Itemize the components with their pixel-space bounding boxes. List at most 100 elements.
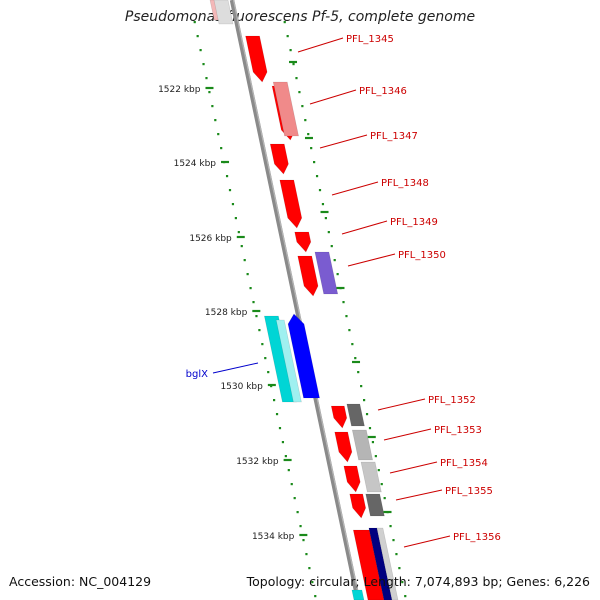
accession-text: Accession: NC_004129 <box>9 574 152 589</box>
guide-dot <box>196 35 199 38</box>
guide-dot <box>357 371 360 374</box>
guide-dot <box>302 539 305 542</box>
guide-dot <box>310 147 313 150</box>
guide-dot <box>234 217 237 220</box>
guide-dot <box>281 441 285 444</box>
backbone-line <box>229 0 361 600</box>
gene-label: PFL_1356 <box>453 532 501 543</box>
highlight-label-leader <box>212 362 259 374</box>
guide-dot <box>199 49 202 52</box>
guide-dot <box>264 357 267 360</box>
guide-dot <box>278 427 282 430</box>
guide-dot <box>261 343 264 346</box>
guide-dot <box>295 77 298 80</box>
gene-feature <box>352 529 385 600</box>
scale-tick-label: 1532 kbp <box>236 457 279 467</box>
genome-summary-text: Topology: circular; Length: 7,074,893 bp… <box>246 574 590 589</box>
gene-label: PFL_1353 <box>434 425 482 436</box>
gene-feature <box>334 431 353 463</box>
gene-label-leader <box>297 37 344 53</box>
guide-dot <box>231 203 235 206</box>
gene-feature <box>368 527 393 600</box>
guide-dot <box>374 455 377 458</box>
gene-feature <box>287 313 320 399</box>
guide-dot <box>287 469 290 472</box>
gene-label: PFL_1352 <box>428 395 476 406</box>
gene-label: PFL_1354 <box>440 458 488 469</box>
guide-dot <box>324 217 327 220</box>
gene-label-leader <box>347 253 396 267</box>
gene-features <box>209 0 399 600</box>
gene-label-leader <box>395 489 443 501</box>
guide-dot <box>211 105 214 108</box>
backbone-highlight <box>232 0 361 600</box>
gene-feature <box>245 35 268 83</box>
guide-dot <box>354 357 357 360</box>
guide-dot <box>307 133 310 136</box>
gene-feature <box>297 255 319 297</box>
gene-label: PFL_1350 <box>398 250 446 261</box>
gene-feature <box>294 231 312 253</box>
guide-dot <box>305 553 308 556</box>
guide-dot <box>205 77 208 80</box>
guide-dot <box>267 371 270 374</box>
guide-dot <box>311 581 314 584</box>
guide-dot <box>273 399 276 402</box>
gene-label-leader <box>341 220 388 235</box>
gene-feature <box>275 319 302 403</box>
gene-label: PFL_1348 <box>381 178 429 189</box>
backbone <box>229 0 361 600</box>
guide-dot <box>336 273 339 276</box>
guide-dot <box>252 301 255 304</box>
gene-feature <box>213 0 234 25</box>
gene-feature <box>272 81 299 137</box>
gene-feature <box>376 527 399 600</box>
guide-dot <box>404 595 407 598</box>
scale-tick-label: 1522 kbp <box>158 85 201 95</box>
guide-dot <box>249 287 252 290</box>
guide-dot <box>392 539 395 542</box>
guide-dot <box>289 49 292 52</box>
guide-dot <box>202 63 205 66</box>
gene-label: PFL_1346 <box>359 86 407 97</box>
scale-ticks: 1522 kbp 1524 kbp 1526 kbp 1528 kbp 1530 kbp… <box>158 60 392 542</box>
guide-dot <box>299 525 302 528</box>
guide-dot <box>377 469 380 472</box>
guide-dot <box>283 21 286 24</box>
guide-dot <box>246 273 249 276</box>
guide-dot <box>365 413 369 416</box>
guide-dot <box>313 161 316 164</box>
guide-dot <box>292 63 295 66</box>
guide-dot <box>193 21 196 24</box>
scale-tick-label: 1526 kbp <box>189 234 232 244</box>
guide-dot <box>342 301 345 304</box>
guide-dot <box>220 147 223 150</box>
guide-dot <box>327 231 330 234</box>
guide-dot <box>368 427 372 430</box>
scale-tick-label: 1534 kbp <box>252 532 295 542</box>
map-title: Pseudomonas fluorescens Pf-5, complete g… <box>124 9 476 25</box>
guide-dot <box>348 329 351 332</box>
guide-dot <box>298 91 301 94</box>
guide-dot <box>255 315 258 318</box>
guide-dot <box>208 91 211 94</box>
guide-dot <box>308 567 311 570</box>
gene-feature <box>269 143 289 175</box>
guide-dot <box>240 245 243 248</box>
guide-dot <box>258 329 261 332</box>
guide-dot <box>351 343 354 346</box>
guide-dot <box>333 259 336 262</box>
guide-dot <box>363 399 366 402</box>
gene-feature <box>330 405 348 429</box>
gene-feature <box>360 461 382 493</box>
guide-dot <box>301 105 304 108</box>
gene-label-leader <box>319 134 368 149</box>
highlight-gene-label: bglX <box>186 369 208 380</box>
gene-feature <box>279 179 303 229</box>
guide-dot <box>293 497 296 500</box>
guide-dot <box>225 175 229 178</box>
guide-dot <box>286 35 289 38</box>
gene-feature <box>314 251 339 295</box>
guide-dot <box>398 567 401 570</box>
